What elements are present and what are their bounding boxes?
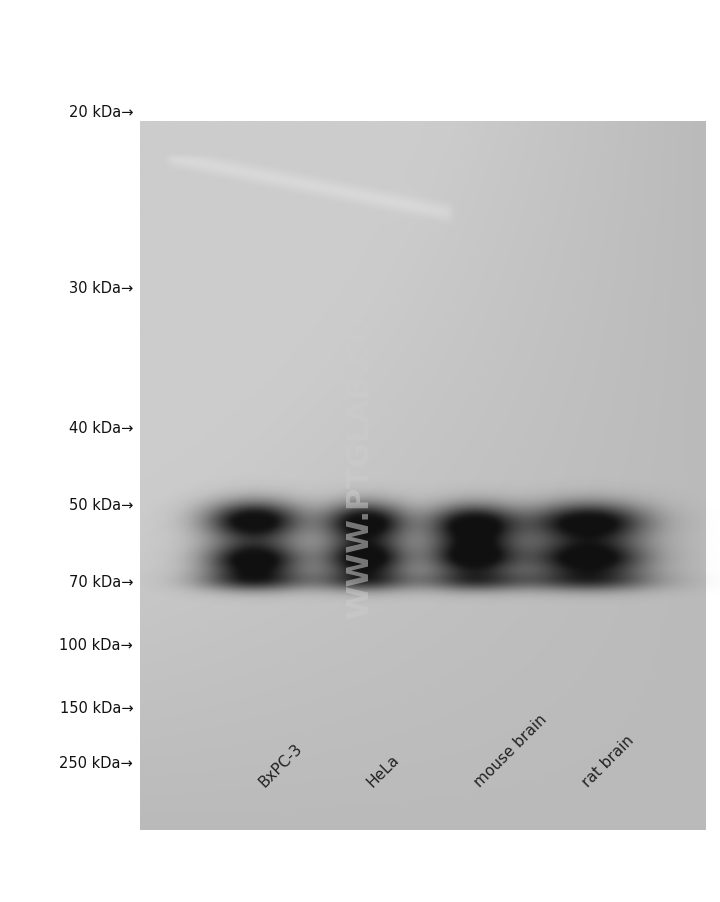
Text: WWW.PTGLAB.COM: WWW.PTGLAB.COM: [346, 284, 374, 618]
Text: 20 kDa→: 20 kDa→: [68, 106, 133, 120]
Text: 250 kDa→: 250 kDa→: [60, 755, 133, 769]
Text: 50 kDa→: 50 kDa→: [69, 498, 133, 512]
Text: HeLa: HeLa: [364, 751, 402, 789]
Text: BxPC-3: BxPC-3: [256, 740, 305, 789]
Text: 100 kDa→: 100 kDa→: [60, 638, 133, 652]
Text: 150 kDa→: 150 kDa→: [60, 701, 133, 715]
Text: mouse brain: mouse brain: [472, 711, 550, 789]
Text: 70 kDa→: 70 kDa→: [68, 575, 133, 589]
Text: 40 kDa→: 40 kDa→: [69, 421, 133, 436]
Text: rat brain: rat brain: [580, 732, 637, 789]
Text: 30 kDa→: 30 kDa→: [69, 281, 133, 296]
